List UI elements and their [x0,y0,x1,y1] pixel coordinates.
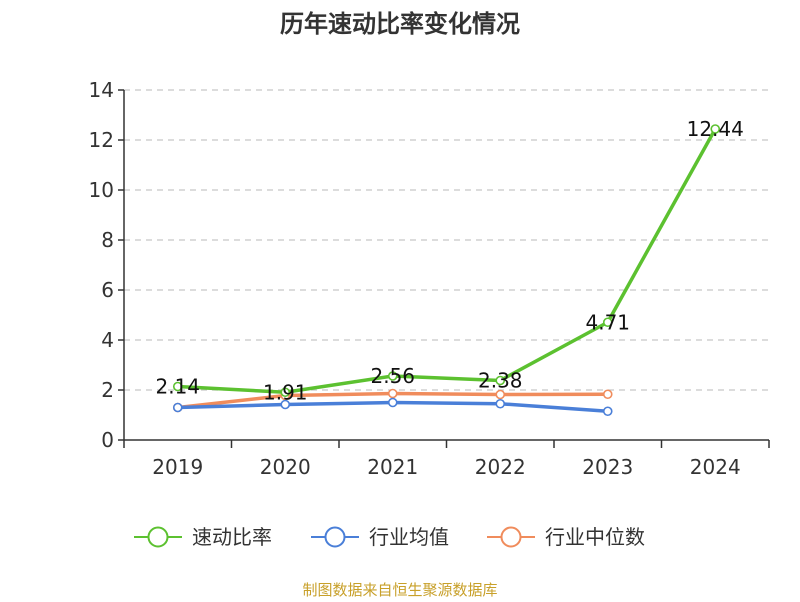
chart-title: 历年速动比率变化情况 [280,10,520,38]
data-label: 2.56 [370,364,415,388]
y-tick-label: 6 [101,278,114,302]
data-point [602,389,613,400]
data-point [495,398,506,409]
data-point [387,371,398,381]
legend-marker [324,526,346,548]
data-point [280,399,291,410]
data-label: 1.91 [263,380,308,404]
data-label: 12.44 [687,117,744,141]
data-point [602,317,613,328]
legend-marker [147,526,169,548]
data-point [495,375,506,386]
y-tick-label: 8 [101,228,114,252]
x-tick-label: 2022 [475,455,526,479]
y-tick-label: 2 [101,378,114,402]
data-point [172,402,183,413]
data-point [387,388,398,399]
legend-label: 速动比率 [192,525,272,549]
x-tick-label: 2021 [367,455,418,479]
y-tick-label: 12 [89,128,114,152]
legend-item: 速动比率 [134,525,272,549]
x-tick-label: 2020 [260,455,311,479]
x-tick-label: 2024 [690,455,741,479]
data-point [172,381,183,392]
data-point [602,406,613,417]
legend-marker [500,526,522,548]
legend-label: 行业中位数 [545,525,645,549]
y-tick-label: 4 [101,328,114,352]
data-point [495,389,506,400]
data-point [387,397,398,408]
data-label: 2.38 [478,369,523,393]
y-tick-label: 14 [89,78,114,102]
legend-item: 行业中位数 [487,525,645,549]
data-label: 4.71 [585,310,630,334]
footer-source: 制图数据来自恒生聚源数据库 [302,581,498,599]
data-point [280,387,291,398]
x-tick-label: 2019 [152,455,203,479]
legend-label: 行业均值 [369,525,449,549]
x-tick-label: 2023 [582,455,633,479]
series-line-1 [177,128,717,394]
y-tick-label: 0 [101,428,114,452]
y-tick-label: 10 [89,178,114,202]
legend-item: 行业均值 [311,525,449,549]
data-label: 2.14 [155,375,200,399]
data-point [710,124,721,134]
